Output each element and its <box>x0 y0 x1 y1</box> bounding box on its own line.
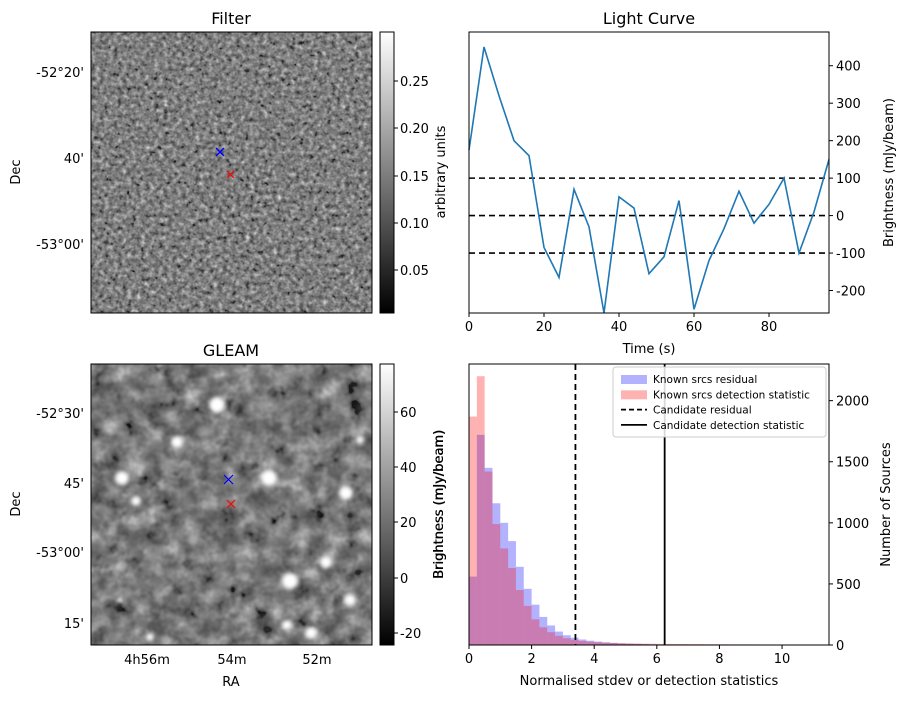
filter-cb-tick-4: 0.10 <box>400 217 429 232</box>
filter-cb-label: arbitrary units <box>434 125 449 218</box>
light-curve-panel: Light Curve 0 20 40 60 80 -200 -100 0 100 200 300 40… <box>465 9 897 357</box>
hist-bar-detection <box>563 638 571 645</box>
hist-xtick-label: 6 <box>653 652 661 667</box>
lc-ytick-label: 0 <box>836 210 844 225</box>
histogram-legend: Known srcs residual Known srcs detection … <box>613 367 826 437</box>
gleam-colorbar <box>380 364 394 645</box>
lc-ytick-label: -200 <box>836 285 866 300</box>
gleam-cb-tick-5: -20 <box>400 627 421 642</box>
lc-xtick-label: 20 <box>536 320 553 335</box>
hist-bar-detection <box>492 524 500 645</box>
lc-ytick-label: 400 <box>836 60 861 75</box>
light-curve-xlabel: Time (s) <box>622 342 676 357</box>
filter-ytick-3: -53°00' <box>36 238 84 253</box>
gleam-cb-tick-3: 20 <box>400 516 417 531</box>
hist-bar-detection <box>579 641 587 645</box>
filter-colorbar-ticks <box>394 81 398 270</box>
hist-ytick-label: 1500 <box>836 456 869 471</box>
filter-panel: Filter -52°20' 40' -53°00' Dec 0.25 0.20… <box>9 9 449 313</box>
hist-xtick-label: 8 <box>715 652 723 667</box>
legend-item-residual-swatch <box>621 375 647 384</box>
legend-item-candidate-residual-label: Candidate residual <box>653 405 752 417</box>
gleam-ytick-1: -52°30' <box>36 407 84 422</box>
filter-colorbar <box>380 32 394 313</box>
histogram-ylabel-right: Number of Sources <box>879 442 894 567</box>
hist-ytick-label: 500 <box>836 578 861 593</box>
hist-bar-detection <box>477 376 485 645</box>
legend-item-candidate-detection-label: Candidate detection statistic <box>653 420 805 432</box>
gleam-cb-tick-4: 0 <box>400 572 408 587</box>
filter-cb-tick-1: 0.25 <box>400 75 429 90</box>
light-curve-title: Light Curve <box>603 9 695 28</box>
hist-bar-detection <box>500 548 508 645</box>
hist-bar-detection <box>516 590 524 645</box>
histogram-panel: 0 2 4 6 8 10 0 500 1000 1500 2000 Normalised stdev … <box>432 364 894 689</box>
lc-ytick-label: 200 <box>836 135 861 150</box>
hist-bar-detection <box>469 417 477 645</box>
hist-bar-detection <box>539 627 547 645</box>
lc-xtick-label: 60 <box>686 320 703 335</box>
hist-bar-detection <box>508 568 516 645</box>
histogram-ylabel-left: Brightness (mJy/beam) <box>432 430 447 579</box>
gleam-ylabel: Dec <box>9 491 24 516</box>
gleam-cb-tick-1: 60 <box>400 406 417 421</box>
hist-bar-detection <box>485 472 493 645</box>
filter-ytick-2: 40' <box>64 152 84 167</box>
lc-ytick-label: -100 <box>836 247 866 262</box>
gleam-colorbar-ticks <box>394 412 398 633</box>
hist-ytick-label: 0 <box>836 639 844 654</box>
filter-ylabel: Dec <box>9 159 24 184</box>
hist-bar-detection <box>532 619 540 645</box>
lc-ytick-label: 100 <box>836 172 861 187</box>
legend-item-detection-swatch <box>621 390 647 399</box>
filter-ytick-1: -52°20' <box>36 66 84 81</box>
gleam-title: GLEAM <box>203 341 259 360</box>
gleam-xtick-1: 4h56m <box>124 653 170 668</box>
filter-cb-tick-5: 0.05 <box>400 264 429 279</box>
hist-bar-detection <box>524 606 532 645</box>
hist-ytick-label: 2000 <box>836 395 869 410</box>
legend-item-residual-label: Known srcs residual <box>653 374 757 386</box>
gleam-ytick-4: 15' <box>64 617 84 632</box>
hist-bar-detection <box>555 636 563 645</box>
hist-bar-detection <box>547 632 555 645</box>
filter-image <box>91 32 372 313</box>
gleam-cb-tick-2: 40 <box>400 461 417 476</box>
filter-cb-tick-3: 0.15 <box>400 170 429 185</box>
gleam-ytick-2: 45' <box>64 477 84 492</box>
gleam-xtick-2: 54m <box>217 653 246 668</box>
gleam-panel: GLEAM -52°30' 45' -53°00' 15' Dec 4h56m … <box>9 341 447 690</box>
light-curve-ylabel: Brightness (mJy/beam) <box>882 98 897 247</box>
gleam-xtick-3: 52m <box>302 653 331 668</box>
hist-xtick-label: 0 <box>465 652 473 667</box>
light-curve-line <box>469 47 829 313</box>
hist-xtick-label: 2 <box>527 652 535 667</box>
hist-ytick-label: 1000 <box>836 517 869 532</box>
hist-xtick-label: 10 <box>774 652 791 667</box>
legend-item-detection-label: Known srcs detection statistic <box>653 389 810 401</box>
hist-xtick-label: 4 <box>590 652 598 667</box>
filter-title: Filter <box>211 9 251 28</box>
lc-ytick-label: 300 <box>836 97 861 112</box>
filter-cb-tick-2: 0.20 <box>400 122 429 137</box>
lc-xtick-label: 80 <box>761 320 778 335</box>
lc-xtick-label: 0 <box>465 320 473 335</box>
histogram-xlabel: Normalised stdev or detection statistics <box>520 674 779 689</box>
gleam-ytick-3: -53°00' <box>36 546 84 561</box>
lc-xtick-label: 40 <box>611 320 628 335</box>
gleam-xlabel: RA <box>222 675 240 690</box>
